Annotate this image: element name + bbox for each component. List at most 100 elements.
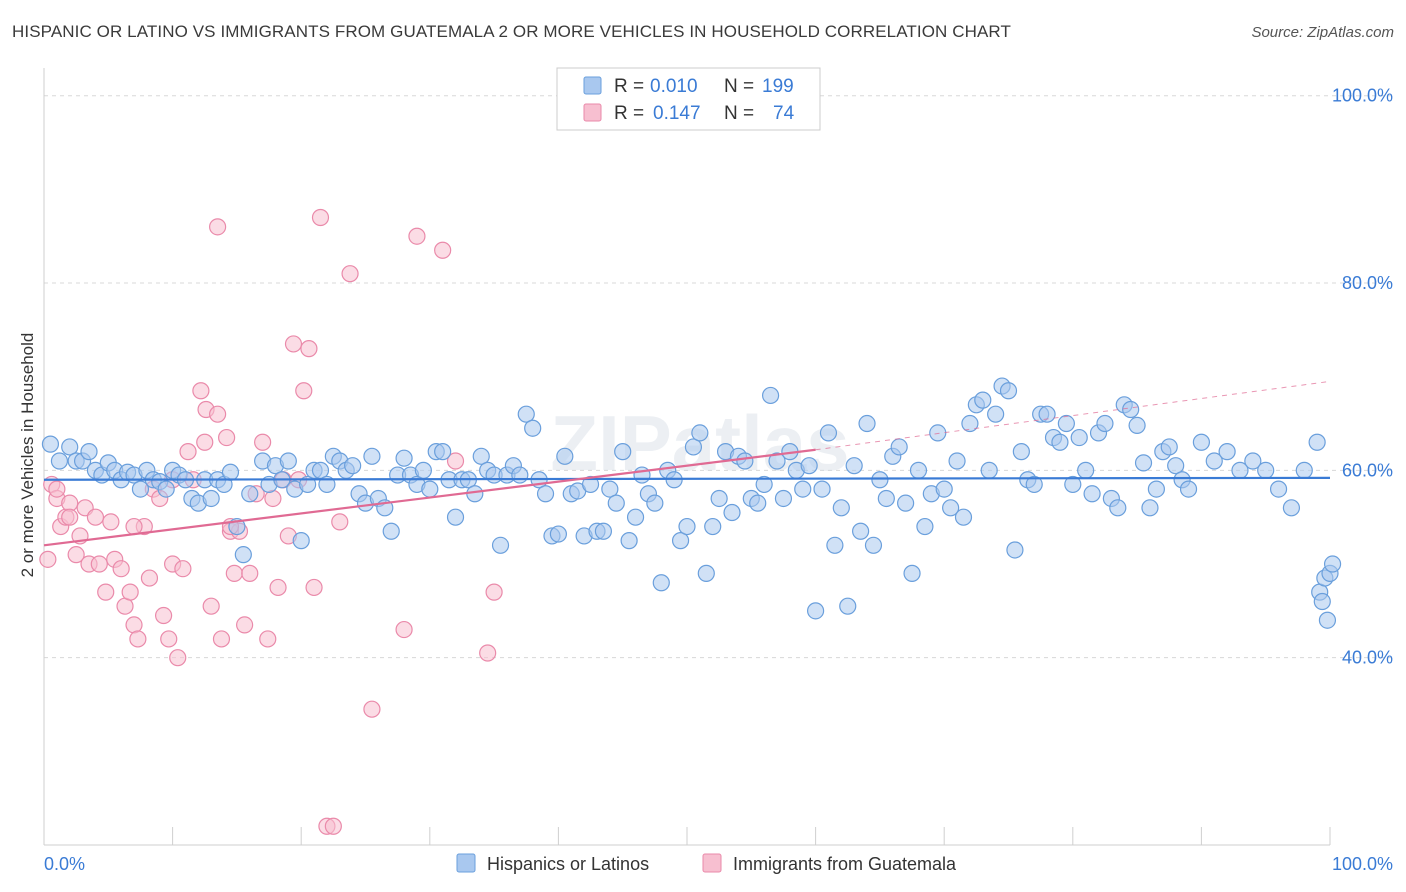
hispanics-latinos-point: [434, 443, 452, 461]
hispanics-latinos-point: [472, 447, 490, 465]
x-tick-label: 100.0%: [1332, 854, 1393, 874]
hispanics-latinos-point: [877, 489, 895, 508]
hispanics-latinos-point: [858, 414, 876, 433]
hispanics-latinos-point: [446, 508, 465, 526]
hispanics-latinos-point: [691, 424, 709, 442]
immigrants-guatemala-point: [434, 241, 452, 259]
source-label: Source: ZipAtlas.com: [1251, 24, 1394, 41]
hispanics-latinos-point: [511, 466, 529, 484]
hispanics-latinos-point: [897, 494, 915, 512]
hispanics-latinos-point: [1083, 485, 1101, 503]
hispanics-latinos-point: [221, 463, 240, 481]
hispanics-latinos-point: [626, 508, 645, 526]
hispanics-latinos-point: [1323, 555, 1342, 573]
hispanics-latinos-point: [819, 424, 838, 442]
immigrants-guatemala-point: [61, 508, 79, 526]
immigrants-guatemala-points: [39, 208, 503, 835]
immigrants-guatemala-point: [218, 428, 236, 447]
immigrants-guatemala-point: [311, 208, 330, 227]
hispanics-latinos-point: [768, 452, 786, 470]
immigrants-guatemala-point: [192, 382, 210, 400]
immigrants-guatemala-point: [259, 630, 277, 648]
immigrants-guatemala-point: [174, 560, 192, 578]
immigrants-guatemala-point: [395, 620, 413, 639]
hispanics-latinos-point: [794, 480, 812, 498]
hispanics-latinos-point: [852, 522, 870, 540]
immigrants-guatemala-point: [264, 489, 282, 508]
hispanics-latinos-point: [1179, 480, 1198, 498]
hispanics-latinos-point: [736, 452, 754, 470]
hispanics-latinos-point: [292, 532, 310, 550]
hispanics-latinos-point: [363, 447, 381, 465]
hispanics-latinos-point: [279, 452, 297, 470]
hispanics-latinos-point: [607, 494, 625, 512]
x-tick-label: 0.0%: [44, 854, 85, 874]
immigrants-guatemala-point: [39, 550, 57, 568]
legend-n-label-2: N =: [724, 103, 754, 124]
y-tick-label: 60.0%: [1342, 460, 1393, 480]
hispanics-latinos-point: [234, 546, 252, 564]
hispanics-latinos-point: [704, 517, 722, 536]
hispanics-latinos-point: [131, 480, 150, 498]
hispanics-latinos-point: [961, 414, 979, 433]
hispanics-latinos-point: [581, 475, 600, 494]
immigrants-guatemala-point: [236, 616, 254, 634]
immigrants-guatemala-point: [254, 433, 272, 451]
hispanics-latinos-point: [942, 499, 960, 517]
hispanics-trend-line: [43, 476, 1331, 481]
hispanics-latinos-point: [80, 443, 98, 461]
immigrants-guatemala-point: [154, 606, 173, 625]
hispanics-latinos-point: [1282, 499, 1301, 517]
immigrants-guatemala-point: [408, 227, 426, 245]
hispanics-latinos-point: [344, 457, 362, 475]
hispanics-latinos-point: [999, 382, 1018, 400]
hispanics-latinos-point: [395, 449, 413, 467]
legend-r-value-2: 0.147: [653, 103, 701, 124]
hispanics-latinos-point: [697, 564, 715, 582]
immigrants-guatemala-point: [140, 569, 159, 587]
hispanics-latinos-point: [826, 536, 844, 554]
hispanics-latinos-point: [536, 485, 555, 503]
hispanics-latinos-point: [954, 508, 973, 526]
hispanics-latinos-point: [845, 457, 863, 475]
immigrants-guatemala-point: [241, 564, 259, 582]
hispanics-latinos-point: [202, 489, 220, 508]
immigrants-guatemala-point: [179, 443, 197, 461]
trend-lines: [43, 380, 1331, 547]
hispanics-latinos-point: [549, 525, 568, 543]
hispanics-latinos-point: [1025, 475, 1043, 494]
hispanics-latinos-point: [1257, 461, 1275, 479]
hispanics-latinos-point: [987, 405, 1005, 423]
hispanics-latinos-point: [1295, 461, 1313, 479]
legend-n-value-2: 74: [773, 103, 795, 124]
immigrants-guatemala-point: [160, 630, 178, 648]
hispanics-latinos-point: [710, 489, 728, 508]
hispanics-latinos-point: [61, 438, 79, 456]
immigrants-guatemala-point: [112, 560, 130, 578]
hispanics-latinos-point: [974, 391, 992, 409]
hispanics-latinos-point: [1141, 499, 1159, 517]
hispanics-latinos-point: [41, 435, 60, 453]
hispanics-latinos-point: [1205, 452, 1223, 470]
immigrants-guatemala-point: [363, 700, 381, 718]
hispanics-latinos-point: [761, 386, 780, 405]
hispanics-latinos-point: [871, 471, 889, 489]
hispanics-latinos-point: [1064, 475, 1082, 494]
hispanics-latinos-point: [1128, 416, 1146, 435]
legend-n-label-1: N =: [724, 76, 754, 97]
bottom-legend-swatch-pink: [702, 853, 722, 873]
immigrants-guatemala-point: [269, 578, 287, 597]
hispanics-latinos-point: [241, 485, 259, 503]
immigrants-guatemala-point: [196, 433, 214, 451]
immigrants-guatemala-point: [209, 405, 227, 423]
immigrants-guatemala-point: [202, 597, 220, 615]
guatemala-trend-line: [43, 448, 816, 547]
hispanics-latinos-point: [646, 494, 664, 512]
hispanics-latinos-point: [1318, 611, 1337, 629]
legend-r-label-1: R =: [614, 76, 644, 97]
hispanics-latinos-point: [414, 461, 432, 479]
immigrants-guatemala-point: [225, 564, 243, 582]
hispanics-latinos-point: [1057, 414, 1075, 433]
hispanics-latinos-point: [1192, 433, 1211, 451]
